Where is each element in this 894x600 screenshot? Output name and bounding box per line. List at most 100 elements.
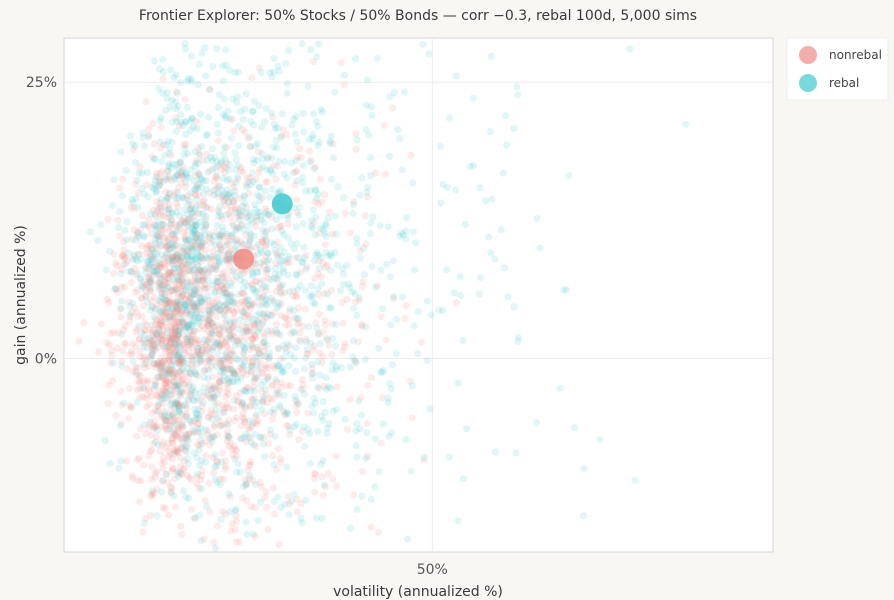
scatter-point bbox=[276, 355, 285, 363]
scatter-point bbox=[346, 396, 354, 404]
scatter-point bbox=[216, 306, 225, 314]
scatter-point bbox=[212, 406, 220, 414]
scatter-point bbox=[176, 368, 184, 376]
scatter-point bbox=[263, 364, 272, 372]
scatter-point bbox=[220, 285, 229, 293]
scatter-point bbox=[214, 295, 222, 303]
scatter-point bbox=[165, 413, 173, 421]
mean-marker-nonrebal[interactable] bbox=[233, 248, 255, 270]
scatter-point bbox=[284, 234, 292, 242]
scatter-point bbox=[243, 183, 251, 191]
scatter-point bbox=[297, 514, 305, 523]
scatter-point bbox=[262, 503, 271, 511]
scatter-point bbox=[280, 392, 288, 400]
scatter-point bbox=[188, 247, 196, 255]
scatter-point bbox=[257, 212, 265, 220]
scatter-point bbox=[196, 60, 204, 68]
scatter-point bbox=[290, 354, 298, 362]
scatter-point bbox=[280, 257, 288, 265]
scatter-point bbox=[244, 135, 252, 143]
scatter-point bbox=[138, 169, 146, 177]
scatter-point bbox=[201, 298, 209, 306]
scatter-point bbox=[251, 142, 259, 150]
scatter-point bbox=[299, 173, 307, 181]
scatter-point bbox=[181, 343, 189, 352]
mean-marker-rebal[interactable] bbox=[271, 193, 293, 215]
scatter-point bbox=[225, 362, 234, 370]
scatter-point bbox=[237, 435, 245, 443]
scatter-point bbox=[183, 335, 191, 343]
scatter-point bbox=[182, 130, 190, 138]
scatter-point bbox=[136, 393, 144, 401]
scatter-point bbox=[244, 178, 252, 186]
scatter-point bbox=[249, 344, 257, 352]
scatter-point bbox=[556, 384, 564, 392]
scatter-point bbox=[157, 314, 165, 322]
scatter-point bbox=[327, 252, 336, 260]
scatter-point bbox=[255, 192, 263, 200]
grid-lines bbox=[64, 38, 773, 552]
scatter-point bbox=[276, 260, 284, 269]
scatter-point bbox=[156, 333, 165, 342]
scatter-point bbox=[225, 490, 233, 498]
scatter-point bbox=[216, 481, 224, 489]
scatter-point bbox=[254, 268, 262, 277]
scatter-point bbox=[315, 310, 323, 318]
scatter-point bbox=[154, 358, 162, 367]
scatter-point bbox=[224, 375, 232, 383]
scatter-point bbox=[208, 353, 216, 361]
scatter-point bbox=[191, 339, 199, 347]
scatter-point bbox=[152, 346, 160, 354]
scatter-point bbox=[360, 244, 368, 252]
scatter-point bbox=[226, 193, 234, 201]
scatter-point bbox=[292, 254, 300, 262]
scatter-point bbox=[359, 278, 367, 286]
scatter-point bbox=[177, 298, 185, 306]
scatter-point bbox=[198, 322, 207, 330]
scatter-point bbox=[212, 164, 220, 172]
scatter-point bbox=[228, 297, 236, 305]
scatter-point bbox=[164, 137, 172, 145]
scatter-point bbox=[216, 232, 224, 240]
scatter-point bbox=[183, 433, 191, 441]
scatter-point bbox=[311, 300, 319, 308]
scatter-point bbox=[197, 358, 205, 366]
scatter-point bbox=[206, 508, 214, 516]
scatter-point bbox=[227, 213, 235, 221]
scatter-point bbox=[213, 221, 221, 229]
scatter-point bbox=[172, 399, 180, 407]
scatter-point bbox=[319, 398, 327, 406]
scatter-point bbox=[149, 440, 157, 448]
scatter-point bbox=[309, 409, 318, 417]
scatter-point bbox=[280, 354, 288, 362]
scatter-point bbox=[184, 365, 192, 373]
scatter-point bbox=[162, 309, 170, 317]
scatter-point bbox=[206, 316, 214, 325]
scatter-point bbox=[363, 76, 371, 84]
scatter-point bbox=[164, 326, 172, 334]
scatter-point bbox=[265, 256, 273, 264]
scatter-point bbox=[277, 258, 286, 266]
scatter-point bbox=[340, 193, 348, 201]
scatter-point bbox=[136, 425, 144, 433]
scatter-point bbox=[165, 206, 173, 214]
scatter-point bbox=[290, 423, 298, 431]
scatter-point bbox=[242, 231, 250, 239]
scatter-point bbox=[127, 268, 136, 276]
scatter-point bbox=[140, 142, 149, 150]
scatter-point bbox=[164, 283, 172, 291]
scatter-point bbox=[190, 306, 198, 314]
scatter-point bbox=[159, 465, 167, 473]
scatter-point bbox=[223, 255, 231, 263]
scatter-point bbox=[314, 251, 322, 259]
scatter-point bbox=[240, 191, 248, 200]
scatter-point bbox=[367, 103, 375, 111]
scatter-point bbox=[208, 362, 216, 370]
scatter-point bbox=[179, 291, 187, 299]
scatter-point bbox=[301, 286, 309, 294]
scatter-point bbox=[258, 369, 266, 377]
chart-title: Frontier Explorer: 50% Stocks / 50% Bond… bbox=[139, 8, 697, 24]
scatter-point bbox=[254, 294, 262, 302]
scatter-point bbox=[284, 220, 292, 228]
